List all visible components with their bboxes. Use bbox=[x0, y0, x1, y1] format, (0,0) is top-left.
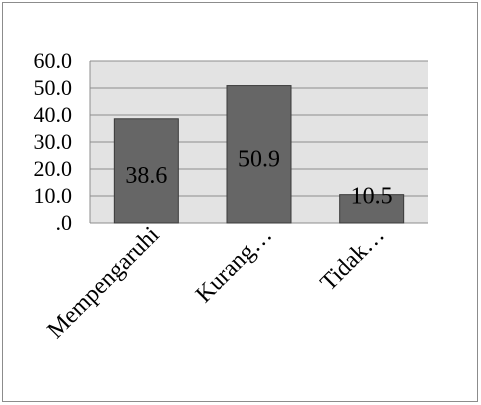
x-tick-label: Kurang… bbox=[191, 222, 277, 308]
y-tick-label: .0 bbox=[56, 210, 73, 235]
y-tick-labels: .010.020.030.040.050.060.0 bbox=[34, 48, 73, 235]
bars bbox=[113, 85, 405, 224]
y-tick-label: 30.0 bbox=[34, 129, 73, 154]
x-tick-label: Mempengaruhi bbox=[43, 222, 165, 344]
data-label: 10.5 bbox=[351, 184, 393, 210]
y-tick-label: 20.0 bbox=[34, 156, 73, 181]
y-tick-label: 40.0 bbox=[34, 102, 73, 127]
y-tick-label: 10.0 bbox=[34, 183, 73, 208]
data-label: 50.9 bbox=[238, 146, 280, 172]
bar bbox=[339, 194, 405, 224]
y-tick-label: 50.0 bbox=[34, 75, 73, 100]
bar bbox=[226, 85, 292, 224]
data-label: 38.6 bbox=[125, 163, 167, 189]
data-labels: 38.6 50.9 10.5 bbox=[125, 146, 392, 209]
x-tick-label: Tidak… bbox=[316, 222, 390, 296]
y-tick-label: 60.0 bbox=[34, 48, 73, 73]
bar bbox=[113, 118, 179, 224]
x-tick-labels: Mempengaruhi Kurang… Tidak… bbox=[43, 222, 390, 344]
